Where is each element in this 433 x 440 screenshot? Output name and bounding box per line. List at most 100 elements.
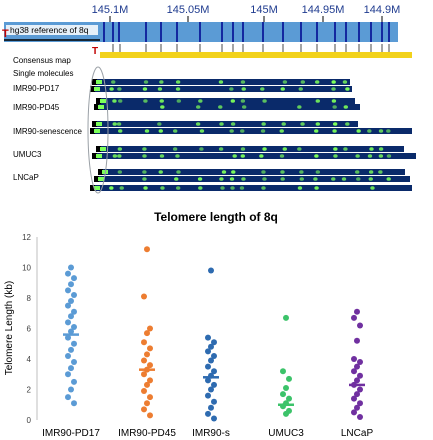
label-spot <box>333 154 338 158</box>
label-spot <box>142 154 147 158</box>
data-point <box>144 330 150 337</box>
molecule-end <box>90 128 95 134</box>
label-spot <box>175 80 181 84</box>
label-spot <box>345 87 350 91</box>
label-spot <box>199 129 205 133</box>
group-label: LNCaP <box>13 173 39 182</box>
label-spot <box>230 186 235 190</box>
label-spot <box>172 147 178 151</box>
data-point <box>357 322 363 329</box>
label-spot <box>368 177 373 181</box>
label-spot <box>231 170 236 174</box>
data-point <box>283 314 289 321</box>
label-spot <box>195 122 201 126</box>
label-spot <box>198 99 203 103</box>
molecule-track <box>92 121 358 127</box>
molecule-track <box>90 128 412 134</box>
data-point <box>147 325 153 332</box>
data-point <box>208 267 214 274</box>
label-spot <box>331 80 336 84</box>
consensus-telomere-marker: T <box>92 46 98 57</box>
label-spot <box>219 122 224 126</box>
genomic-coordinate-ticks: 145.1M 145.05M 145M 144.95M 144.9M <box>92 4 401 22</box>
data-point <box>68 281 74 288</box>
x-tick-label: 145.1M <box>92 4 129 16</box>
label-spot <box>370 186 375 190</box>
reference-mark <box>388 22 390 42</box>
label-spot <box>218 105 223 109</box>
x-tick-label: 144.9M <box>364 4 401 16</box>
molecule-track <box>96 98 355 104</box>
label-spot <box>240 80 246 84</box>
molecule-track <box>94 104 360 110</box>
data-point <box>283 384 289 391</box>
y-axis-ticks: 0 2 4 6 8 10 12 <box>22 233 31 425</box>
label-spot <box>281 122 286 126</box>
data-point <box>208 357 214 364</box>
reference-mark <box>381 22 383 42</box>
reference-mark <box>199 22 201 42</box>
data-point <box>141 371 147 378</box>
label-spot <box>341 177 347 181</box>
label-spot <box>240 129 245 133</box>
label-spot <box>112 99 117 103</box>
label-spot <box>109 186 114 190</box>
molecule-end <box>96 98 101 104</box>
label-spot <box>315 99 320 103</box>
data-point <box>211 352 217 359</box>
label-spot <box>157 87 163 91</box>
data-point <box>354 337 360 344</box>
y-axis-label: Telomere Length (kb) <box>4 281 15 376</box>
y-tick-label: 2 <box>27 386 32 395</box>
data-point <box>280 368 286 375</box>
data-point <box>351 395 357 402</box>
data-point <box>286 375 292 382</box>
label-spot <box>378 154 384 158</box>
data-point <box>208 386 214 393</box>
label-spot <box>240 154 245 158</box>
molecule-end <box>92 79 97 85</box>
label-spot <box>299 170 304 174</box>
data-point <box>71 378 77 385</box>
label-spot <box>331 99 337 103</box>
consensus-label: Consensus map <box>13 56 71 65</box>
label-spot <box>279 154 285 158</box>
label-spot <box>157 122 162 126</box>
reference-mark <box>176 22 178 42</box>
reference-label-marks <box>103 22 390 42</box>
label-spot <box>173 129 178 133</box>
x-category-label: LNCaP <box>341 428 374 439</box>
label-spot <box>158 170 163 174</box>
x-category-label: IMR90-PD45 <box>118 428 176 439</box>
label-spot <box>219 177 224 181</box>
label-spot <box>342 80 348 84</box>
label-spot <box>282 147 287 151</box>
data-point <box>354 391 360 398</box>
reference-mark <box>300 22 302 42</box>
data-point <box>147 345 153 352</box>
reference-mark <box>358 22 360 42</box>
data-point <box>208 404 214 411</box>
data-point <box>68 264 74 271</box>
label-spot <box>218 147 224 151</box>
label-spot <box>159 99 164 103</box>
label-spot <box>333 147 338 151</box>
chart-title: Telomere length of 8q <box>154 210 278 224</box>
data-point <box>71 323 77 330</box>
label-spot <box>356 129 361 133</box>
data-point <box>68 386 74 393</box>
data-point <box>65 302 71 309</box>
data-point <box>68 328 74 335</box>
y-tick-label: 10 <box>22 264 31 273</box>
data-point <box>354 377 360 384</box>
data-point <box>144 246 150 253</box>
label-spot <box>260 87 265 91</box>
data-point <box>147 394 153 401</box>
telomere-spot <box>98 177 104 181</box>
data-point <box>71 275 77 282</box>
data-point <box>211 368 217 375</box>
label-spot <box>282 80 288 84</box>
label-spot <box>112 154 118 158</box>
single-molecule-tracks <box>90 79 416 191</box>
label-spot <box>314 154 319 158</box>
